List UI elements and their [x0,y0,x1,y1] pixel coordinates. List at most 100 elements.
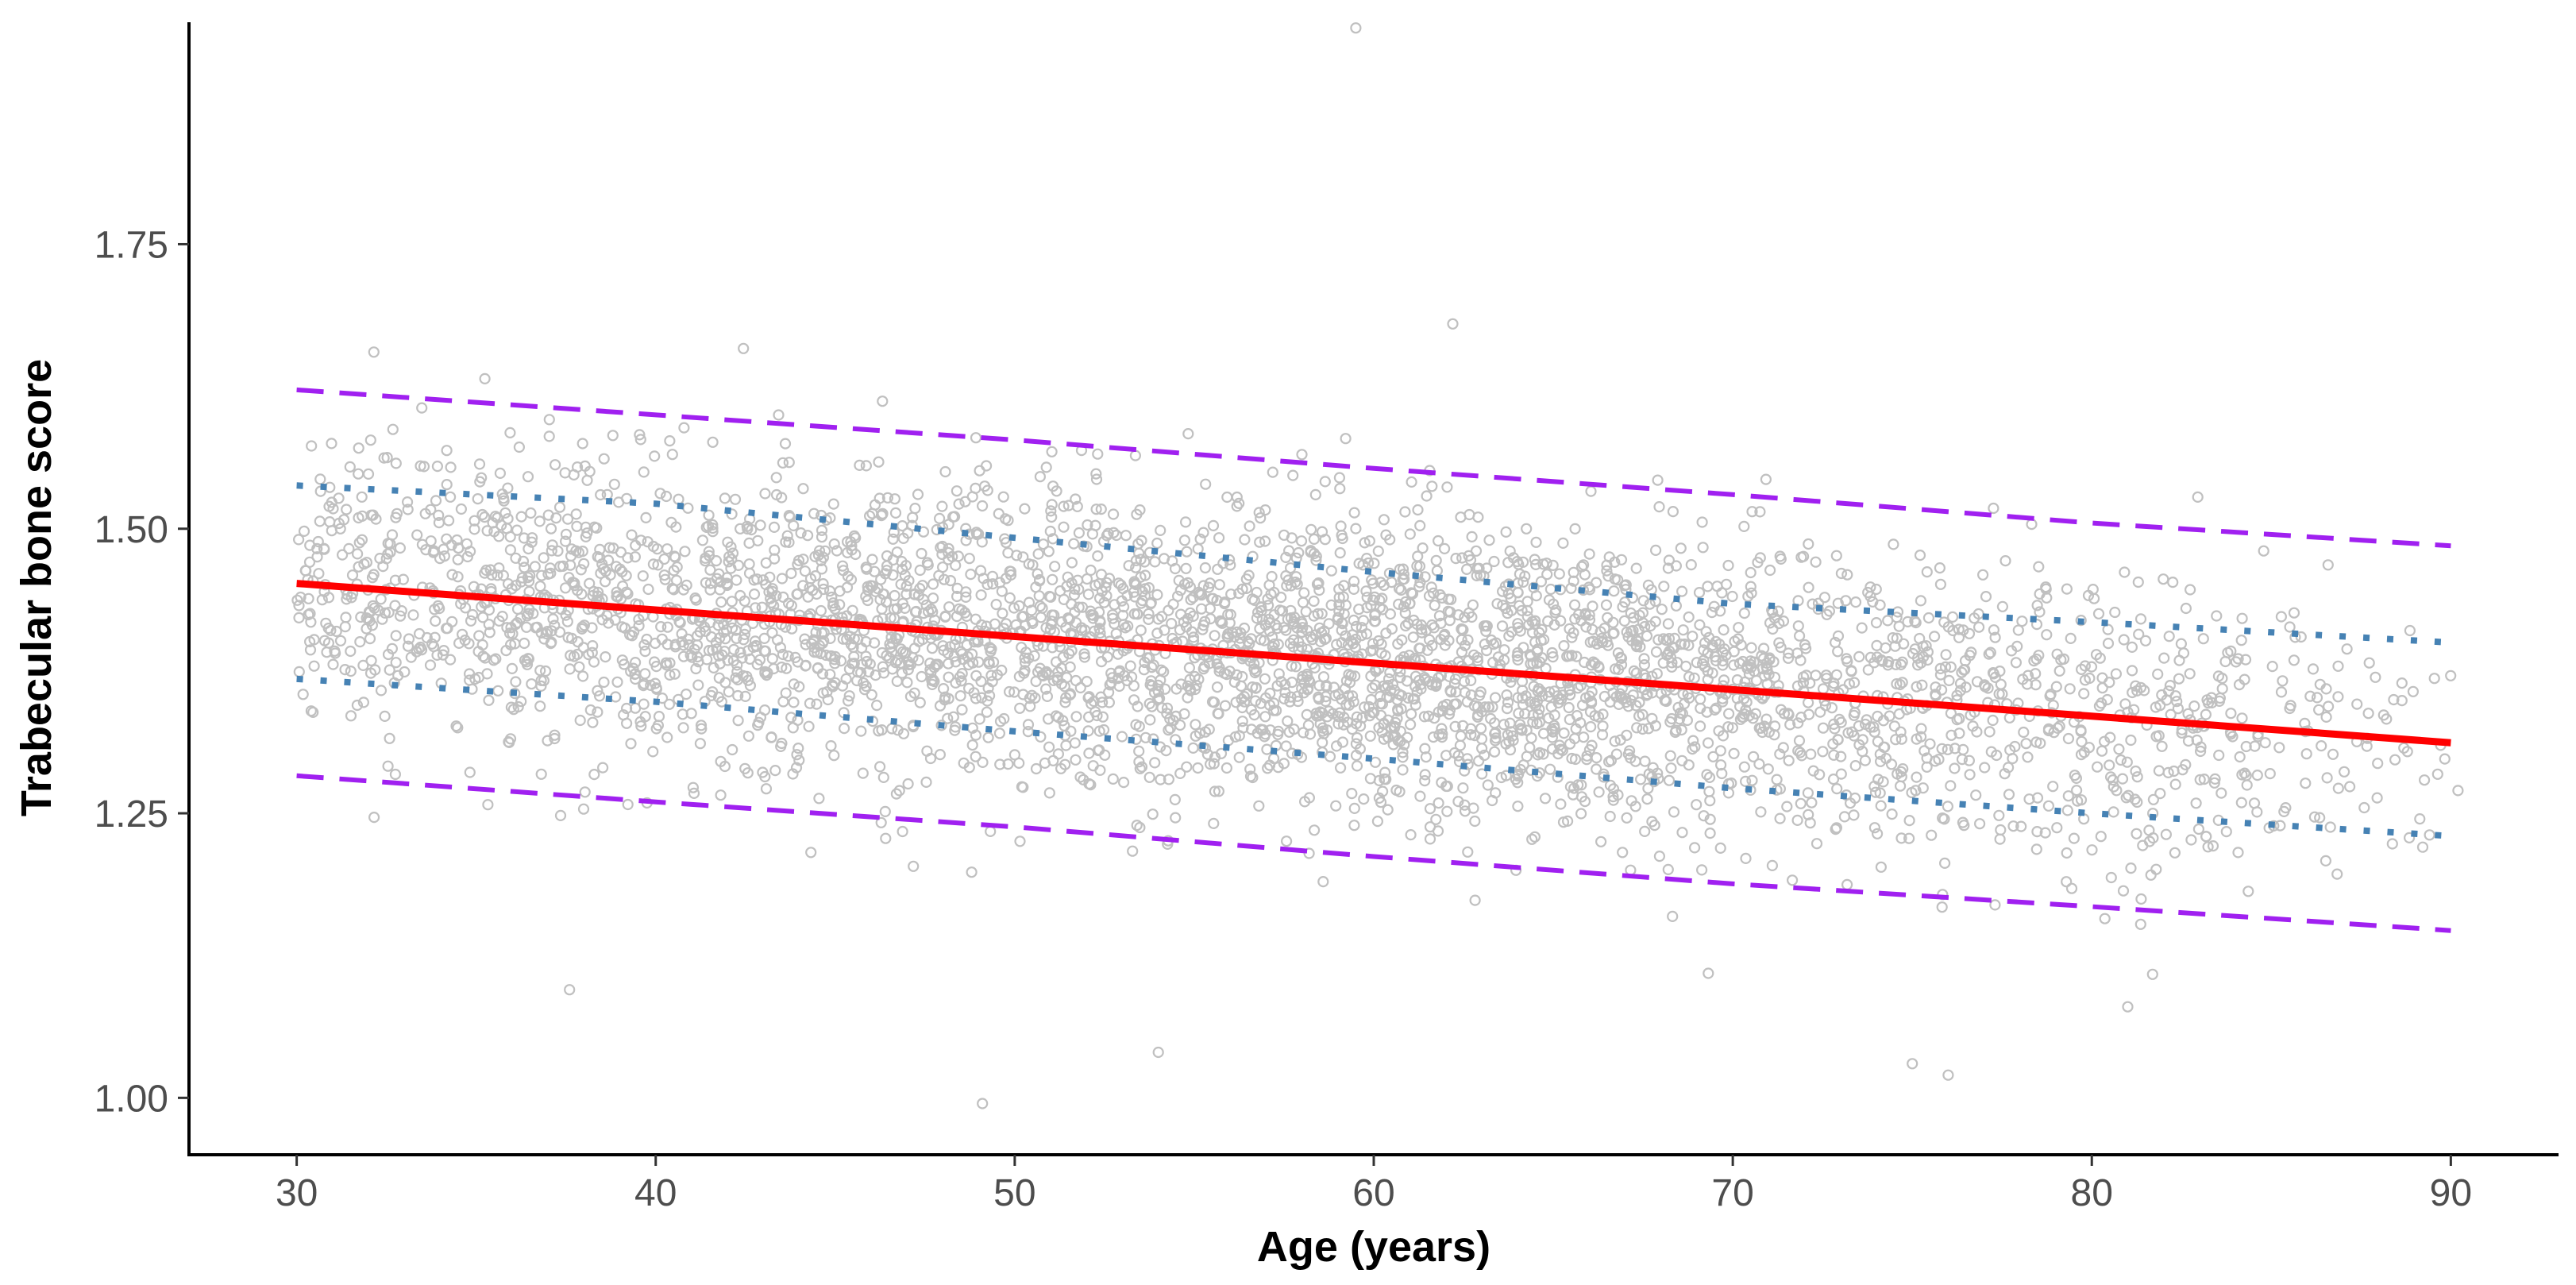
data-point [2137,839,2149,851]
data-point [519,561,530,573]
data-point [1646,712,1658,724]
data-point [1254,536,1266,548]
data-point [1774,812,1786,824]
data-point [596,762,609,774]
data-point [1536,652,1548,664]
data-point [752,534,764,546]
data-point [1097,724,1110,736]
data-point [353,537,365,549]
data-point [416,402,428,414]
data-point [627,662,639,674]
data-point [1553,739,1566,751]
data-point [441,478,453,491]
data-point [397,573,409,585]
data-point [1045,505,1057,517]
data-point [568,469,580,481]
data-point [889,493,901,505]
data-point [1670,724,1682,736]
data-point [1386,623,1398,635]
data-point [1371,815,1384,828]
data-point [2085,661,2098,673]
data-point [1155,611,1168,623]
data-point [1231,491,1243,504]
data-point [639,668,651,680]
data-point [497,492,510,504]
data-point [1414,790,1426,802]
data-point [1949,743,1961,754]
data-point [1795,654,1807,666]
data-point [1149,757,1161,769]
data-point [974,565,987,577]
data-point [1717,730,1730,742]
data-point [1288,615,1300,628]
data-point [598,676,610,689]
data-point [2323,700,2335,712]
data-point [815,604,827,617]
data-point [1035,612,1047,623]
data-point [1259,711,1271,723]
data-point [507,704,519,716]
data-point [705,689,717,702]
data-point [1279,678,1291,691]
data-point [1533,747,1546,758]
data-point [1135,597,1147,609]
data-point [781,662,792,674]
data-point [1426,679,1438,691]
data-point [1834,713,1845,726]
data-point [2127,686,2138,699]
data-point [777,648,789,661]
data-point [560,609,572,621]
data-point [1466,531,1478,543]
data-point [956,667,968,680]
data-point [1052,712,1064,724]
data-point [633,619,645,632]
data-point [1240,573,1252,585]
data-point [2416,841,2429,853]
data-point [581,474,593,486]
data-point [1849,792,1861,805]
data-point [1641,630,1653,642]
data-point [499,507,511,519]
data-point [1394,725,1406,738]
data-point [1748,751,1760,762]
data-point [1297,622,1309,634]
data-point [1144,714,1156,726]
data-point [769,764,781,777]
data-point [1245,633,1257,645]
data-point [565,543,578,555]
data-point [504,531,516,543]
data-point [753,716,765,728]
data-point [1283,726,1295,738]
data-point [1964,769,1976,781]
data-point [2104,677,2115,689]
data-point [1208,758,1220,770]
data-point [1740,775,1752,788]
data-point [2009,740,2021,753]
data-point [1699,661,1711,673]
data-point [1221,762,1233,774]
data-point [469,523,480,535]
data-point [1151,588,1163,601]
data-point [2026,518,2038,531]
data-point [1372,635,1385,647]
data-point [1535,576,1548,588]
data-point [787,768,799,780]
data-point [1161,702,1174,714]
data-point [1557,537,1569,550]
data-point [1753,758,1765,770]
data-point [1830,669,1842,681]
data-point [549,729,561,741]
data-point [304,608,316,619]
data-point [937,682,950,695]
data-point [510,580,522,592]
data-point [1819,700,1832,712]
data-point [1262,762,1274,774]
data-point [2180,602,2192,615]
data-point [981,484,993,496]
data-point [1483,701,1494,713]
data-point [1081,675,1093,688]
data-point [354,635,366,648]
data-point [2182,735,2195,747]
data-point [793,681,805,693]
data-point [1253,800,1265,812]
